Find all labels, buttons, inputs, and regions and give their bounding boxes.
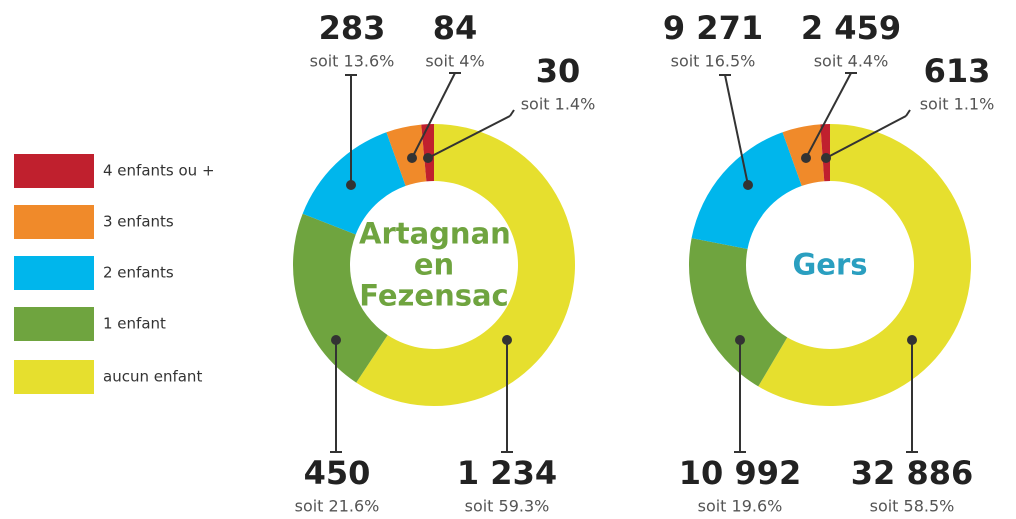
legend-swatch — [14, 360, 94, 394]
legend-swatch — [14, 205, 94, 239]
percent-label: soit 4% — [425, 52, 484, 71]
donut-slice — [758, 124, 971, 406]
leader-cap — [509, 109, 515, 117]
leader-dot — [346, 180, 356, 190]
legend-swatch — [14, 256, 94, 290]
value-label: 9 271 — [663, 9, 763, 47]
percent-label: soit 58.5% — [870, 497, 955, 516]
donut-slice — [820, 124, 830, 182]
value-label: 10 992 — [679, 454, 801, 492]
leader-dot — [907, 335, 917, 345]
value-label: 450 — [304, 454, 371, 492]
donut-slice — [292, 213, 388, 383]
percent-label: soit 59.3% — [465, 497, 550, 516]
leader-dot — [821, 153, 831, 163]
legend-label: 1 enfant — [103, 315, 166, 333]
value-label: 283 — [319, 9, 386, 47]
leader-dot — [502, 335, 512, 345]
value-label: 2 459 — [801, 9, 901, 47]
donut-slice — [421, 124, 434, 182]
value-label: 1 234 — [457, 454, 557, 492]
value-label: 32 886 — [851, 454, 973, 492]
donut-slice — [691, 132, 802, 250]
leader-line — [724, 74, 749, 186]
percent-label: soit 4.4% — [814, 52, 889, 71]
percent-label: soit 1.4% — [521, 95, 596, 114]
leader-cap — [905, 109, 911, 117]
legend-label: 4 enfants ou + — [103, 162, 215, 180]
value-label: 30 — [536, 52, 581, 90]
percent-label: soit 21.6% — [295, 497, 380, 516]
value-label: 84 — [433, 9, 478, 47]
percent-label: soit 19.6% — [698, 497, 783, 516]
leader-dot — [331, 335, 341, 345]
percent-label: soit 16.5% — [671, 52, 756, 71]
donut-slice — [689, 238, 788, 387]
leader-dot — [801, 153, 811, 163]
leader-dot — [407, 153, 417, 163]
percent-label: soit 13.6% — [310, 52, 395, 71]
legend-label: 3 enfants — [103, 213, 174, 231]
center-title: Artagnan en Fezensac — [359, 216, 511, 313]
value-label: 613 — [924, 52, 991, 90]
leader-line — [825, 115, 907, 159]
leader-line — [427, 115, 511, 159]
donut-slice — [386, 124, 427, 186]
legend-label: aucun enfant — [103, 368, 202, 386]
center-title: Gers — [792, 247, 868, 282]
legend-label: 2 enfants — [103, 264, 174, 282]
legend-swatch — [14, 307, 94, 341]
legend-swatch — [14, 154, 94, 188]
leader-line — [411, 72, 456, 159]
donut-slice — [356, 124, 575, 407]
percent-label: soit 1.1% — [920, 95, 995, 114]
leader-dot — [743, 180, 753, 190]
leader-line — [805, 72, 852, 159]
leader-dot — [423, 153, 433, 163]
leader-dot — [735, 335, 745, 345]
